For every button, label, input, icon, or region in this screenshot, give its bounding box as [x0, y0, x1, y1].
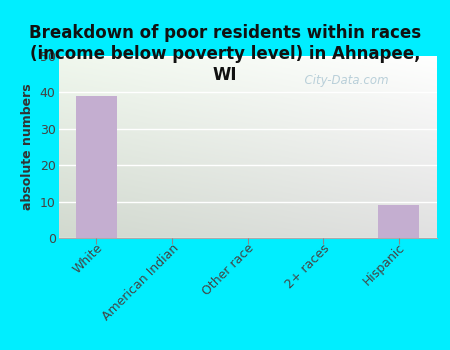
Text: Hispanic: Hispanic: [361, 241, 408, 288]
Y-axis label: absolute numbers: absolute numbers: [21, 84, 34, 210]
Text: 2+ races: 2+ races: [283, 241, 332, 291]
Bar: [76, 96, 117, 238]
Text: City-Data.com: City-Data.com: [297, 74, 388, 87]
Text: Other race: Other race: [200, 241, 256, 298]
Text: White: White: [71, 241, 105, 276]
Bar: [378, 205, 419, 238]
Text: American Indian: American Indian: [99, 241, 181, 323]
Text: Breakdown of poor residents within races
(income below poverty level) in Ahnapee: Breakdown of poor residents within races…: [29, 25, 421, 84]
